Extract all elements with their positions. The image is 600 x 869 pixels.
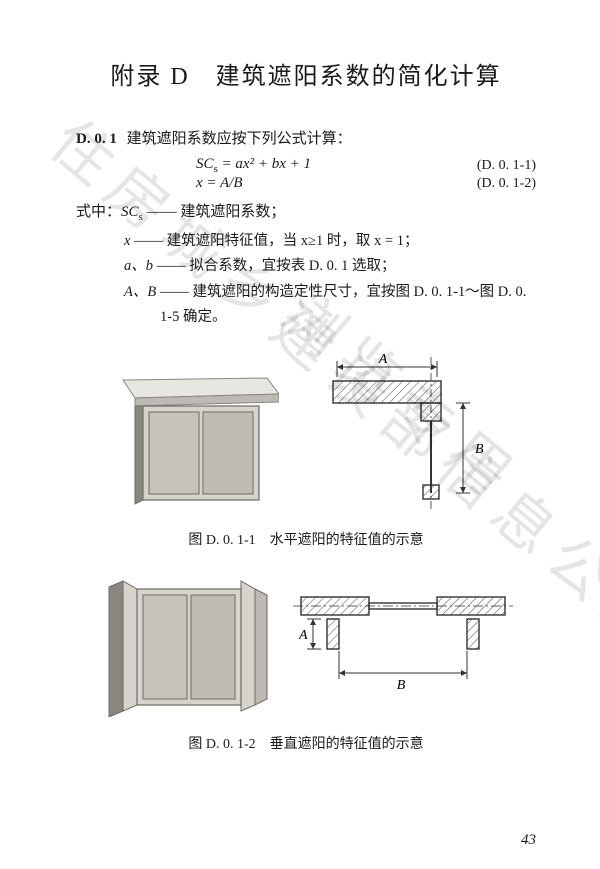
formula-1: SCs = ax² + bx + 1 (D. 0. 1-1) bbox=[76, 156, 536, 175]
where-row-AB: A、B —— 建筑遮阳的构造定性尺寸，宜按图 D. 0. 1-1～图 D. 0.… bbox=[112, 280, 536, 331]
where-row-x: x —— 建筑遮阳特征值，当 x≥1 时，取 x = 1； bbox=[112, 229, 536, 254]
where-AB-text: —— 建筑遮阳的构造定性尺寸，宜按图 D. 0. 1-1～图 D. 0. 1-5… bbox=[156, 284, 526, 325]
appendix-title: 附录 D 建筑遮阳系数的简化计算 bbox=[76, 56, 536, 91]
where-ab-text: —— 拟合系数，宜按表 D. 0. 1 选取； bbox=[153, 258, 395, 274]
where-ab-sym: a、b bbox=[124, 258, 153, 274]
formula2-tag: (D. 0. 1-2) bbox=[477, 176, 536, 192]
section-number: D. 0. 1 bbox=[76, 131, 117, 147]
where-sc-sym: SC bbox=[121, 204, 139, 220]
formula-2: x = A/B (D. 0. 1-2) bbox=[76, 175, 536, 192]
formula1-lhs: SC bbox=[196, 156, 214, 172]
section-lead: 建筑遮阳系数应按下列公式计算： bbox=[127, 131, 352, 147]
where-x-text: —— 建筑遮阳特征值，当 x≥1 时，取 x = 1； bbox=[130, 233, 418, 249]
figure-1-row: A B bbox=[76, 353, 536, 513]
fig2-dim-B: B bbox=[397, 678, 406, 693]
where-label: 式中： bbox=[76, 204, 121, 220]
where-row-sc: 式中：SCs —— 建筑遮阳系数； bbox=[76, 200, 536, 223]
figure-2-render bbox=[99, 567, 269, 717]
figure-2-caption: 图 D. 0. 1-2 垂直遮阳的特征值的示意 bbox=[76, 733, 536, 753]
page-content: 附录 D 建筑遮阳系数的简化计算 D. 0. 1 建筑遮阳系数应按下列公式计算：… bbox=[0, 0, 600, 793]
figure-2-row: A B bbox=[76, 567, 536, 717]
where-row-ab: a、b —— 拟合系数，宜按表 D. 0. 1 选取； bbox=[112, 254, 536, 279]
formula-block: SCs = ax² + bx + 1 (D. 0. 1-1) x = A/B (… bbox=[76, 156, 536, 192]
figure-1-render bbox=[109, 358, 279, 508]
where-sc-text: —— 建筑遮阳系数； bbox=[143, 204, 286, 220]
section-d01: D. 0. 1 建筑遮阳系数应按下列公式计算： bbox=[76, 127, 536, 148]
fig2-dim-A: A bbox=[298, 628, 308, 643]
where-AB-sym: A、B bbox=[124, 284, 156, 300]
fig1-dim-B: B bbox=[475, 442, 484, 457]
formula2: x = A/B bbox=[196, 175, 243, 192]
formula1-tag: (D. 0. 1-1) bbox=[477, 158, 536, 174]
formula1-rhs: = ax² + bx + 1 bbox=[218, 156, 311, 172]
fig1-dim-A: A bbox=[378, 353, 388, 367]
figure-1-section: A B bbox=[303, 353, 503, 513]
figure-2-plan: A B bbox=[293, 577, 513, 707]
page-number: 43 bbox=[521, 832, 536, 849]
figure-1-caption: 图 D. 0. 1-1 水平遮阳的特征值的示意 bbox=[76, 529, 536, 549]
